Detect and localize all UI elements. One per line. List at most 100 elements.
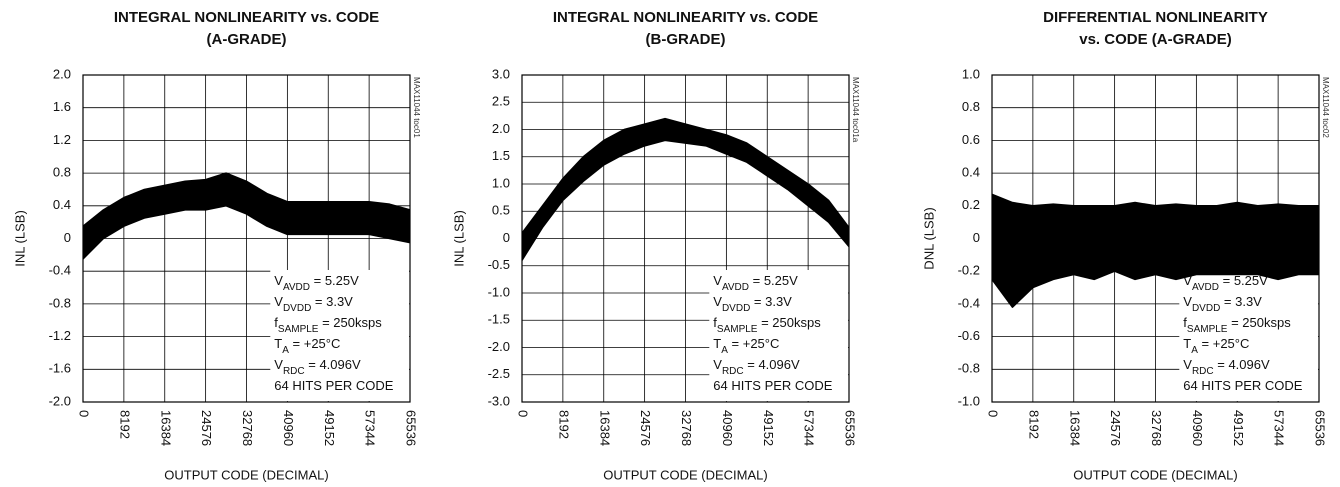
plot-border bbox=[82, 74, 411, 403]
chart-title: INTEGRAL NONLINEARITY vs. CODE bbox=[553, 9, 818, 26]
y-tick-label: 0.4 bbox=[53, 197, 71, 212]
y-tick-label: 1.0 bbox=[962, 66, 980, 81]
x-tick-label: 8192 bbox=[117, 410, 132, 439]
y-tick-label: -0.2 bbox=[958, 263, 980, 278]
y-tick-label: -1.5 bbox=[488, 312, 510, 327]
annotation-box bbox=[709, 270, 848, 401]
annotation-text: V bbox=[713, 273, 722, 288]
x-tick-label: 57344 bbox=[802, 410, 817, 446]
x-tick-label: 16384 bbox=[597, 410, 612, 446]
y-tick-label: -0.4 bbox=[958, 295, 980, 310]
annotation: TA = +25°C bbox=[1183, 336, 1249, 356]
annotation-text: = +25°C bbox=[289, 336, 340, 351]
y-tick-label: -3.0 bbox=[488, 393, 510, 408]
x-tick-label: 16384 bbox=[158, 410, 173, 446]
annotation-subscript: DVDD bbox=[1192, 303, 1220, 314]
annotation-text: f bbox=[713, 315, 717, 330]
data-envelope bbox=[991, 193, 1319, 207]
annotation-subscript: A bbox=[1191, 345, 1198, 356]
y-tick-label: 1.6 bbox=[53, 99, 71, 114]
annotation: VDVDD = 3.3V bbox=[274, 294, 353, 314]
y-tick-label: -2.5 bbox=[488, 366, 510, 381]
y-tick-label: 0 bbox=[503, 230, 510, 245]
annotation-box bbox=[270, 270, 409, 401]
annotation-subscript: SAMPLE bbox=[1187, 324, 1228, 335]
data-envelope bbox=[991, 270, 1319, 308]
annotation: fSAMPLE = 250ksps bbox=[274, 315, 382, 335]
x-tick-label: 49152 bbox=[761, 410, 776, 446]
annotation-subscript: DVDD bbox=[722, 303, 750, 314]
y-tick-label: 2.5 bbox=[492, 94, 510, 109]
annotation: VDVDD = 3.3V bbox=[1183, 294, 1262, 314]
annotation-text: V bbox=[1183, 357, 1192, 372]
annotation-text: = 5.25V bbox=[749, 273, 798, 288]
x-tick-label: 65536 bbox=[404, 410, 419, 446]
annotation-text: = 4.096V bbox=[305, 357, 361, 372]
annotation-text: V bbox=[274, 357, 283, 372]
annotation: fSAMPLE = 250ksps bbox=[713, 315, 821, 335]
x-tick-label: 8192 bbox=[1026, 410, 1041, 439]
annotation-text: T bbox=[274, 336, 282, 351]
annotation-text: = 250ksps bbox=[757, 315, 821, 330]
y-tick-label: 0.4 bbox=[962, 165, 980, 180]
chart-note: MAX11044 toc01a bbox=[851, 77, 860, 143]
annotation: 64 HITS PER CODE bbox=[274, 378, 394, 393]
x-tick-label: 32768 bbox=[679, 410, 694, 446]
y-tick-label: 3.0 bbox=[492, 66, 510, 81]
annotation-text: 64 HITS PER CODE bbox=[713, 378, 833, 393]
annotation: 64 HITS PER CODE bbox=[713, 378, 833, 393]
x-tick-label: 40960 bbox=[720, 410, 735, 446]
annotation-text: = +25°C bbox=[728, 336, 779, 351]
annotation-subscript: DVDD bbox=[283, 303, 311, 314]
annotation-subscript: RDC bbox=[1192, 366, 1214, 377]
y-tick-label: -0.5 bbox=[488, 257, 510, 272]
annotation-text: V bbox=[1183, 294, 1192, 309]
annotation-text: = 250ksps bbox=[318, 315, 382, 330]
x-axis-label: OUTPUT CODE (DECIMAL) bbox=[1073, 467, 1237, 482]
annotation: TA = +25°C bbox=[274, 336, 340, 356]
y-tick-label: -1.2 bbox=[49, 328, 71, 343]
x-tick-label: 8192 bbox=[556, 410, 571, 439]
annotation-text: V bbox=[713, 357, 722, 372]
annotation: VRDC = 4.096V bbox=[274, 357, 361, 377]
plot-border bbox=[991, 74, 1320, 403]
annotation-text: 64 HITS PER CODE bbox=[274, 378, 394, 393]
annotation-text: = 3.3V bbox=[311, 294, 353, 309]
chart-title: (A-GRADE) bbox=[207, 31, 287, 48]
annotation-text: = 5.25V bbox=[1219, 273, 1268, 288]
annotation-text: = 3.3V bbox=[1220, 294, 1262, 309]
x-tick-label: 24576 bbox=[638, 410, 653, 446]
annotation-text: = +25°C bbox=[1198, 336, 1249, 351]
y-tick-label: 0.2 bbox=[962, 197, 980, 212]
x-tick-label: 57344 bbox=[363, 410, 378, 446]
annotation-subscript: AVDD bbox=[722, 282, 749, 293]
annotation-text: f bbox=[1183, 315, 1187, 330]
annotation: VAVDD = 5.25V bbox=[713, 273, 798, 293]
data-envelope bbox=[82, 172, 411, 227]
y-tick-label: -1.0 bbox=[488, 284, 510, 299]
y-tick-label: -1.6 bbox=[49, 361, 71, 376]
chart-note: MAX11044 toc01 bbox=[412, 77, 421, 138]
chart-title: vs. CODE (A-GRADE) bbox=[1079, 31, 1232, 48]
data-envelope bbox=[521, 117, 850, 234]
x-tick-label: 65536 bbox=[1313, 410, 1328, 446]
annotation-subscript: RDC bbox=[722, 366, 744, 377]
annotation-text: = 4.096V bbox=[1214, 357, 1270, 372]
y-tick-label: -0.6 bbox=[958, 328, 980, 343]
chart-title: INTEGRAL NONLINEARITY vs. CODE bbox=[114, 9, 379, 26]
y-tick-label: 0 bbox=[64, 230, 71, 245]
annotation-subscript: SAMPLE bbox=[717, 324, 758, 335]
x-tick-label: 24576 bbox=[199, 410, 214, 446]
y-tick-label: -0.4 bbox=[49, 263, 71, 278]
y-tick-label: 2.0 bbox=[492, 121, 510, 136]
annotation: VDVDD = 3.3V bbox=[713, 294, 792, 314]
x-tick-label: 32768 bbox=[1149, 410, 1164, 446]
x-tick-label: 0 bbox=[986, 410, 1001, 417]
annotation-subscript: AVDD bbox=[283, 282, 310, 293]
annotation-subscript: A bbox=[721, 345, 728, 356]
y-axis-label: DNL (LSB) bbox=[921, 207, 936, 269]
x-tick-label: 32768 bbox=[240, 410, 255, 446]
annotation-subscript: RDC bbox=[283, 366, 305, 377]
y-axis-label: INL (LSB) bbox=[451, 210, 466, 267]
